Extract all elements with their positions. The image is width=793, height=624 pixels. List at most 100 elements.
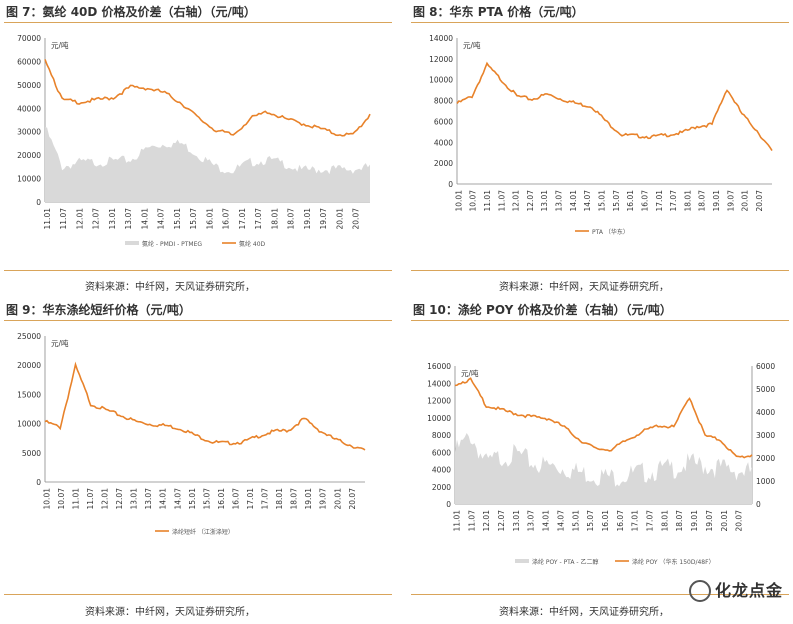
y-tick-label: 10000 <box>17 420 41 429</box>
y-tick-label: 0 <box>448 180 453 189</box>
watermark: 化龙点金 <box>688 577 783 602</box>
y-tick-label: 16000 <box>427 362 451 371</box>
y2-tick-label: 3000 <box>756 431 775 440</box>
x-tick-label: 17.01 <box>631 510 640 532</box>
x-tick-label: 11.01 <box>483 190 492 212</box>
x-tick-label: 13.01 <box>108 208 117 230</box>
legend-label: 氨纶 - PMDI - PTMEG <box>142 240 202 248</box>
x-tick-label: 17.01 <box>655 190 664 212</box>
legend-label: 涤纶 POY - PTA - 乙二醇 <box>532 558 598 566</box>
x-tick-label: 18.01 <box>275 488 284 510</box>
y-tick-label: 70000 <box>17 34 41 43</box>
series-line <box>454 377 753 459</box>
y-tick-label: 8000 <box>432 431 451 440</box>
x-tick-label: 16.07 <box>640 190 649 212</box>
x-tick-label: 17.07 <box>261 488 270 510</box>
series-line <box>456 61 773 152</box>
x-tick-label: 10.07 <box>469 190 478 212</box>
figure-9-source: 资料来源：中纤网，天风证券研究所， <box>85 607 255 618</box>
y-tick-label: 20000 <box>17 151 41 160</box>
y-tick-label: 4000 <box>434 138 453 147</box>
x-tick-label: 18.07 <box>675 510 684 532</box>
x-tick-label: 14.07 <box>173 488 182 510</box>
figure-7: 图 7：氨纶 40D 价格及价差（右轴）（元/吨） 0 10000 20000 300… <box>0 0 395 300</box>
x-tick-label: 14.07 <box>157 208 166 230</box>
x-tick-label: 20.07 <box>755 190 764 212</box>
x-tick-label: 19.07 <box>705 510 714 532</box>
figure-7-title: 图 7：氨纶 40D 价格及价差（右轴）（元/吨） <box>6 5 256 19</box>
x-tick-label: 20.01 <box>720 510 729 532</box>
legend-label: 涤纶 POY （华东 150D/48F） <box>632 558 715 566</box>
x-tick-label: 18.01 <box>270 208 279 230</box>
y-tick-label: 40000 <box>17 104 41 113</box>
x-tick-label: 11.01 <box>71 488 80 510</box>
x-tick-label: 15.01 <box>571 510 580 532</box>
x-tick-label: 12.07 <box>497 510 506 532</box>
figure-9: 图 9：华东涤纶短纤价格（元/吨） 0 5000 10000 15000 20000 25… <box>0 298 395 624</box>
y-tick-label: 0 <box>446 500 451 509</box>
legend-label: PTA （华东） <box>592 228 629 236</box>
series-area <box>455 433 752 504</box>
legend-swatch <box>515 559 529 563</box>
x-tick-label: 19.07 <box>319 208 328 230</box>
x-tick-label: 15.07 <box>586 510 595 532</box>
x-tick-label: 15.01 <box>173 208 182 230</box>
unit-label: 元/吨 <box>463 40 481 50</box>
x-tick-label: 17.07 <box>669 190 678 212</box>
x-tick-label: 19.07 <box>319 488 328 510</box>
y-tick-label: 12000 <box>429 55 453 64</box>
y-tick-label: 6000 <box>434 117 453 126</box>
x-tick-label: 13.01 <box>130 488 139 510</box>
figure-8-source: 资料来源：中纤网，天风证券研究所， <box>499 282 669 293</box>
unit-label: 元/吨 <box>51 40 69 50</box>
x-tick-label: 14.07 <box>556 510 565 532</box>
figure-10-source: 资料来源：中纤网，天风证券研究所， <box>499 607 669 618</box>
x-tick-label: 18.07 <box>287 208 296 230</box>
x-tick-label: 12.07 <box>115 488 124 510</box>
x-tick-label: 17.07 <box>254 208 263 230</box>
chart-7: 0 10000 20000 30000 40000 50000 60000 70000 元/吨 1… <box>17 34 371 248</box>
y-tick-label: 6000 <box>432 448 451 457</box>
x-tick-label: 13.01 <box>512 510 521 532</box>
y-tick-label: 14000 <box>427 379 451 388</box>
figure-10: 图 10：涤纶 POY 价格及价差（右轴）（元/吨） 0 2000 4000 6000… <box>407 298 793 624</box>
x-tick-label: 18.01 <box>660 510 669 532</box>
x-tick-label: 11.01 <box>452 510 461 532</box>
x-tick-label: 17.07 <box>646 510 655 532</box>
x-tick-label: 20.01 <box>741 190 750 212</box>
x-tick-label: 13.07 <box>527 510 536 532</box>
y-tick-label: 15000 <box>17 390 41 399</box>
x-tick-label: 13.07 <box>555 190 564 212</box>
x-tick-label: 14.07 <box>583 190 592 212</box>
x-tick-label: 20.07 <box>348 488 357 510</box>
watermark-text: 化龙点金 <box>714 580 783 600</box>
x-tick-label: 18.07 <box>698 190 707 212</box>
x-tick-label: 13.01 <box>540 190 549 212</box>
x-tick-label: 12.01 <box>482 510 491 532</box>
x-tick-label: 15.07 <box>612 190 621 212</box>
x-tick-label: 20.07 <box>352 208 361 230</box>
y-tick-label: 0 <box>36 478 41 487</box>
x-tick-label: 16.01 <box>626 190 635 212</box>
unit-label: 元/吨 <box>461 368 479 378</box>
series-area <box>45 127 370 202</box>
x-tick-label: 11.01 <box>43 208 52 230</box>
legend-label: 涤纶短纤 （江浙涤短） <box>172 528 234 536</box>
x-tick-label: 13.07 <box>124 208 133 230</box>
y-tick-label: 50000 <box>17 81 41 90</box>
y-tick-label: 14000 <box>429 34 453 43</box>
x-tick-label: 11.07 <box>59 208 68 230</box>
x-tick-label: 13.07 <box>144 488 153 510</box>
y-tick-label: 30000 <box>17 128 41 137</box>
x-tick-label: 16.07 <box>231 488 240 510</box>
x-tick-label: 19.01 <box>303 208 312 230</box>
x-tick-label: 12.07 <box>92 208 101 230</box>
y-tick-label: 5000 <box>22 449 41 458</box>
chart-9: 0 5000 10000 15000 20000 25000 元/吨 10.01 10.07 11… <box>17 332 366 536</box>
x-tick-label: 12.01 <box>101 488 110 510</box>
x-tick-label: 14.01 <box>542 510 551 532</box>
x-tick-label: 12.01 <box>75 208 84 230</box>
x-tick-label: 20.01 <box>335 208 344 230</box>
figure-8: 图 8：华东 PTA 价格（元/吨） 0 2000 4000 6000 8000 1000… <box>407 0 793 300</box>
x-tick-label: 15.07 <box>202 488 211 510</box>
